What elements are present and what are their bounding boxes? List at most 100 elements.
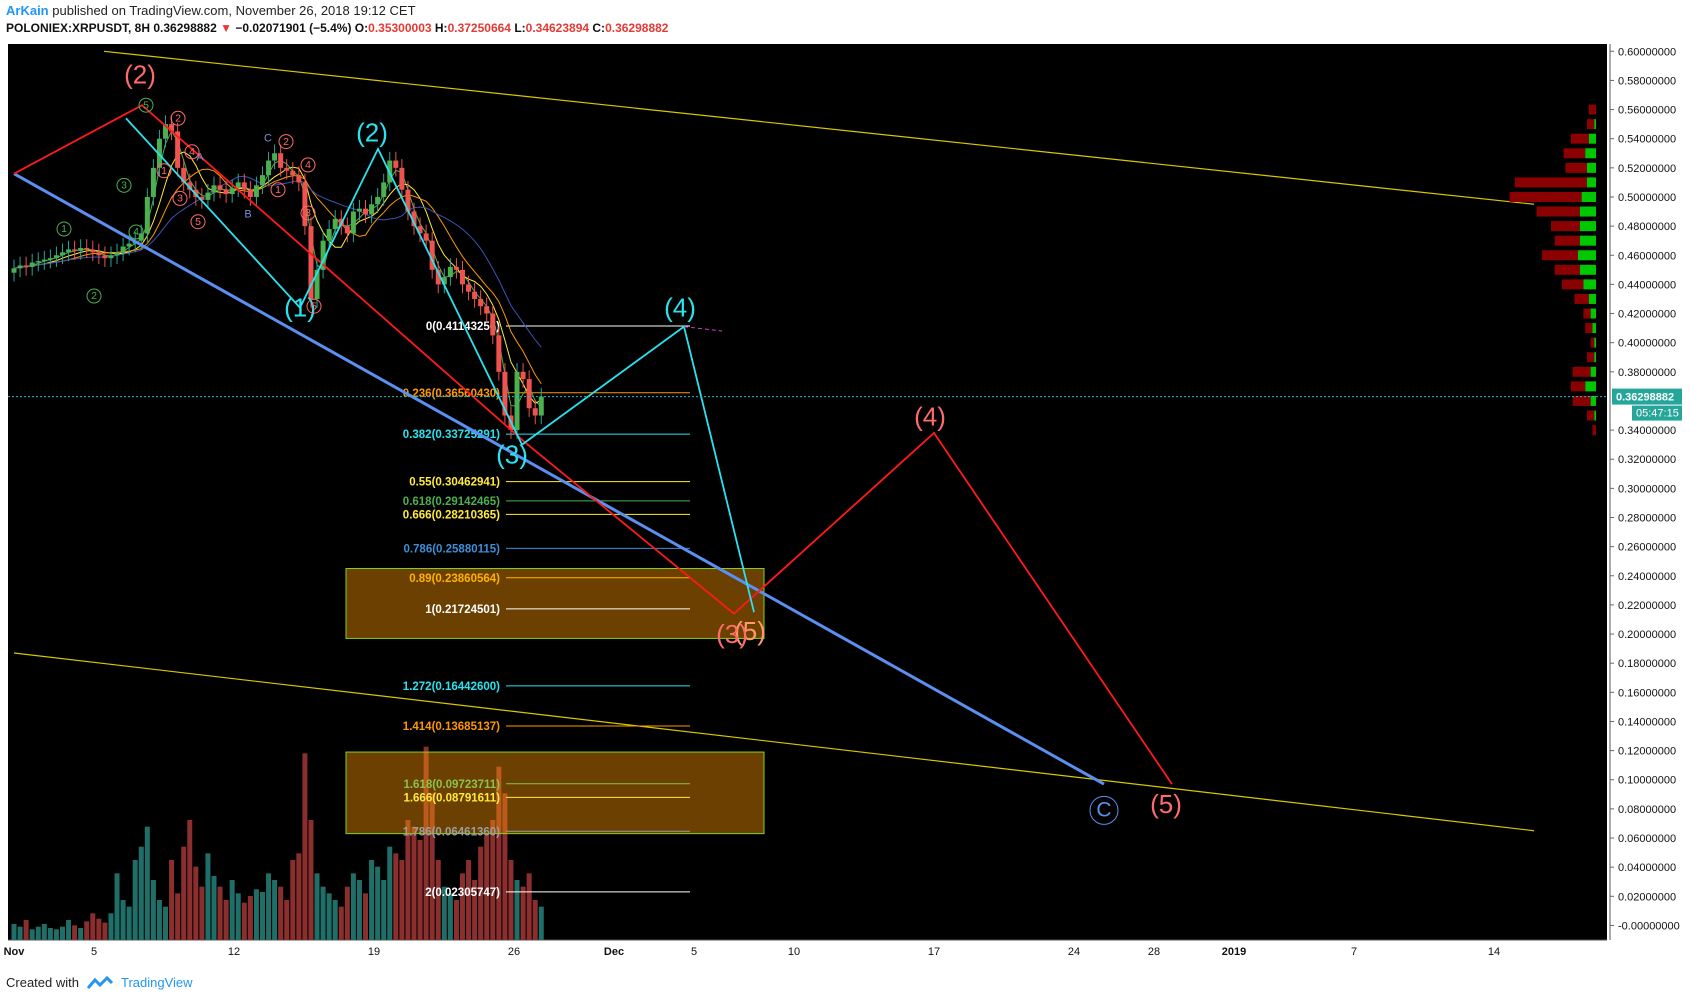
- volume-bar: [29, 929, 35, 940]
- high-label: H:: [434, 21, 448, 35]
- wave-circle-marker: [128, 224, 144, 240]
- candle-body: [266, 160, 272, 176]
- volume-bar: [350, 873, 356, 940]
- candle-body: [181, 167, 187, 183]
- volume-bar: [308, 820, 314, 940]
- volume-profile-up: [1592, 323, 1596, 334]
- candle-body: [23, 265, 29, 267]
- trend-line-blue: [13, 172, 1105, 786]
- volume-bar: [90, 913, 96, 940]
- volume-profile-down: [1515, 177, 1587, 188]
- abc-wave-label: A: [196, 152, 204, 164]
- plot-layer: 0(0.41143256)0.236(0.36560430)0.382(0.33…: [8, 50, 1607, 940]
- price-tick-label: 0.14000000: [1618, 716, 1676, 728]
- candle-body: [102, 255, 108, 259]
- time-tick-label: 28: [1148, 946, 1160, 958]
- volume-bar: [229, 880, 235, 940]
- candle-body: [344, 226, 350, 234]
- wave-circle-label: 5: [143, 99, 149, 111]
- time-tick-label: 12: [228, 946, 240, 958]
- candle-body: [502, 371, 508, 416]
- open-label: O:: [354, 21, 369, 35]
- price-tick-label: 0.54000000: [1618, 134, 1676, 146]
- candle-body: [435, 269, 441, 285]
- fib-level-label: 0.618(0.29142465): [403, 496, 500, 508]
- volume-bar: [417, 840, 423, 940]
- volume-bar: [508, 860, 514, 940]
- fib-level-label: 1.786(0.06461360): [403, 826, 500, 838]
- wave-circle-label: 2: [175, 112, 181, 124]
- volume-bar: [375, 866, 381, 940]
- abc-wave-label: B: [244, 208, 251, 220]
- time-tick-label: 10: [788, 946, 800, 958]
- wave-circle-label: 3: [121, 179, 127, 191]
- volume-bar: [429, 793, 435, 940]
- candle-body: [490, 313, 496, 336]
- countdown-badge-label: 05:47:15: [1636, 408, 1679, 420]
- volume-bar: [453, 900, 459, 940]
- fib-level-label: 1.272(0.16442600): [403, 681, 500, 693]
- wave-label: (1): [284, 292, 316, 322]
- symbol-label[interactable]: POLONIEX:XRPUSDT, 8H: [6, 21, 151, 35]
- time-tick-label: 26: [508, 946, 520, 958]
- candle-body: [356, 208, 362, 212]
- candle-body: [405, 189, 411, 212]
- wave-circle-marker: [278, 134, 294, 150]
- wave-circle-marker: [1089, 795, 1119, 825]
- author-link[interactable]: ArKain: [6, 3, 49, 18]
- price-tick-label: 0.08000000: [1618, 804, 1676, 816]
- candle-body: [417, 226, 423, 234]
- price-tick-label: 0.48000000: [1618, 221, 1676, 233]
- fib-level-label: 0.55(0.30462941): [409, 477, 500, 489]
- price-tick-label: 0.10000000: [1618, 775, 1676, 787]
- candle-body: [35, 261, 41, 263]
- symbol-legend: POLONIEX:XRPUSDT, 8H 0.36298882 ▼ −0.020…: [6, 21, 668, 35]
- candle-body: [314, 269, 320, 299]
- volume-bar: [35, 926, 41, 940]
- channel-line: [103, 50, 1535, 205]
- volume-bar: [247, 896, 253, 940]
- volume-bar: [144, 826, 150, 940]
- volume-profile-up: [1585, 148, 1596, 159]
- wave-label: (4): [914, 402, 946, 432]
- volume-bar: [466, 860, 472, 940]
- volume-bar: [72, 925, 78, 940]
- candle-body: [447, 266, 453, 278]
- tradingview-link[interactable]: TradingView: [120, 975, 193, 990]
- volume-bar: [96, 918, 102, 940]
- wave-circle-label: 2: [283, 136, 289, 148]
- volume-bar: [314, 873, 320, 940]
- volume-bar: [496, 766, 502, 940]
- volume-bar: [53, 929, 59, 940]
- candle-body: [326, 229, 332, 241]
- volume-bar: [108, 913, 114, 940]
- volume-bar: [259, 892, 265, 940]
- fib-level-label: 1.666(0.08791611): [403, 792, 500, 804]
- volume-bar: [447, 893, 453, 940]
- volume-profile-down: [1583, 308, 1591, 319]
- price-chart[interactable]: 0.60000000 0.58000000 0.56000000 0.54000000…: [0, 42, 1690, 972]
- candle-body: [538, 396, 544, 416]
- last-price-badge: [1612, 388, 1682, 405]
- volume-bar: [241, 902, 247, 940]
- publish-header: ArKain published on TradingView.com, Nov…: [6, 3, 416, 18]
- volume-bar: [114, 873, 120, 940]
- moving-average-line: [13, 175, 542, 348]
- volume-bar: [120, 900, 126, 940]
- candle-body: [217, 185, 223, 190]
- volume-bar: [47, 928, 53, 940]
- volume-profile-down: [1554, 235, 1580, 246]
- wave-circle-label: 5: [195, 216, 201, 228]
- volume-bar: [217, 886, 223, 940]
- volume-bar: [369, 860, 375, 940]
- volume-bar: [502, 793, 508, 940]
- close-value: 0.36298882: [605, 21, 669, 35]
- candle-body: [478, 298, 484, 307]
- publish-info: published on TradingView.com, November 2…: [52, 3, 416, 18]
- wave-circle-label: 1: [61, 223, 67, 235]
- volume-bar: [381, 880, 387, 940]
- candle-body: [29, 262, 35, 267]
- wave-circle-label: 4: [189, 146, 195, 158]
- time-tick-label: 5: [691, 946, 697, 958]
- projection-dashed-line: [683, 326, 723, 332]
